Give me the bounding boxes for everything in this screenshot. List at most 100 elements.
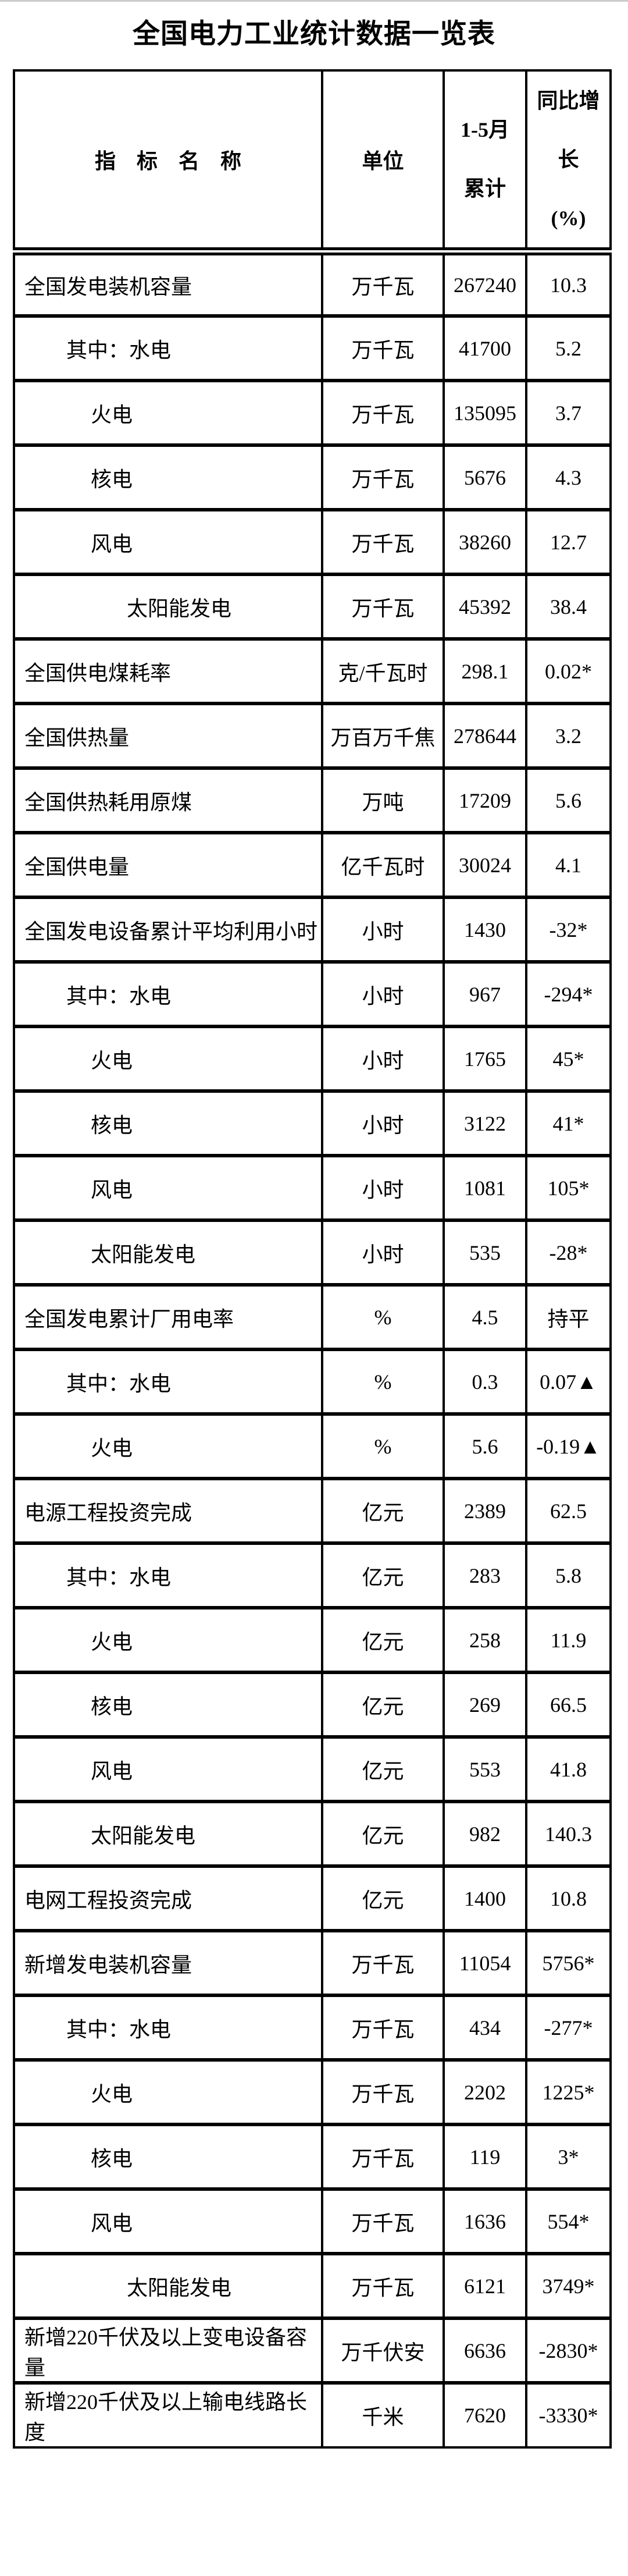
value-cell: 4.5 bbox=[443, 1283, 527, 1350]
table-row: 其中：水电 亿元 283 5.8 bbox=[13, 1541, 612, 1608]
table-row: 电网工程投资完成 亿元 1400 10.8 bbox=[13, 1864, 612, 1931]
indicator-cell: 电源工程投资完成 bbox=[13, 1477, 323, 1544]
value-cell: 298.1 bbox=[443, 637, 527, 704]
indicator-cell: 新增220千伏及以上输电线路长度 bbox=[13, 2381, 323, 2448]
unit-cell: 亿元 bbox=[321, 1541, 445, 1608]
value-cell: 269 bbox=[443, 1671, 527, 1738]
value-cell: 553 bbox=[443, 1735, 527, 1802]
indicator-cell: 其中：水电 bbox=[13, 1994, 323, 2060]
value-cell: 5.6 bbox=[443, 1412, 527, 1479]
value-cell: 0.3 bbox=[443, 1348, 527, 1415]
indicator-cell: 核电 bbox=[13, 2123, 323, 2190]
indicator-cell: 火电 bbox=[13, 2058, 323, 2125]
table-row: 太阳能发电 万千瓦 6121 3749* bbox=[13, 2252, 612, 2319]
unit-cell: 万千瓦 bbox=[321, 1929, 445, 1996]
indicator-cell: 全国供电量 bbox=[13, 831, 323, 898]
unit-cell: 小时 bbox=[321, 1025, 445, 1092]
indicator-cell: 全国供热量 bbox=[13, 702, 323, 769]
table-row: 其中：水电 小时 967 -294* bbox=[13, 960, 612, 1027]
growth-cell: -277* bbox=[525, 1994, 612, 2060]
growth-cell: 0.07▲ bbox=[525, 1348, 612, 1415]
indicator-cell: 其中：水电 bbox=[13, 314, 323, 381]
indicator-cell: 火电 bbox=[13, 1025, 323, 1092]
table-row: 全国发电累计厂用电率 % 4.5 持平 bbox=[13, 1283, 612, 1350]
growth-cell: 4.1 bbox=[525, 831, 612, 898]
indicator-cell: 全国供电煤耗率 bbox=[13, 637, 323, 704]
value-cell: 434 bbox=[443, 1994, 527, 2060]
table-row: 风电 万千瓦 38260 12.7 bbox=[13, 508, 612, 575]
table-row: 火电 亿元 258 11.9 bbox=[13, 1606, 612, 1673]
indicator-cell: 太阳能发电 bbox=[13, 1218, 323, 1285]
indicator-cell: 全国发电累计厂用电率 bbox=[13, 1283, 323, 1350]
indicator-cell: 火电 bbox=[13, 1606, 323, 1673]
growth-cell: -2830* bbox=[525, 2316, 612, 2383]
growth-cell: 3* bbox=[525, 2123, 612, 2190]
table-row: 其中：水电 % 0.3 0.07▲ bbox=[13, 1348, 612, 1415]
growth-cell: 11.9 bbox=[525, 1606, 612, 1673]
value-cell: 258 bbox=[443, 1606, 527, 1673]
indicator-cell: 风电 bbox=[13, 2187, 323, 2254]
growth-cell: 41* bbox=[525, 1089, 612, 1156]
unit-cell: 亿元 bbox=[321, 1477, 445, 1544]
indicator-cell: 其中：水电 bbox=[13, 1348, 323, 1415]
growth-cell: 5.8 bbox=[525, 1541, 612, 1608]
statistics-table: 指 标 名 称 单位 1-5月 累计 同比增 长 (%) 全国发电装机容量 万千… bbox=[13, 69, 612, 2449]
table-row: 风电 小时 1081 105* bbox=[13, 1154, 612, 1221]
unit-cell: 万千瓦 bbox=[321, 314, 445, 381]
unit-cell: 亿元 bbox=[321, 1735, 445, 1802]
table-row: 其中：水电 万千瓦 41700 5.2 bbox=[13, 314, 612, 381]
growth-cell: -294* bbox=[525, 960, 612, 1027]
growth-cell: 3.2 bbox=[525, 702, 612, 769]
table-row: 太阳能发电 万千瓦 45392 38.4 bbox=[13, 573, 612, 639]
growth-cell: 5.6 bbox=[525, 766, 612, 833]
table-row: 太阳能发电 亿元 982 140.3 bbox=[13, 1800, 612, 1867]
indicator-cell: 新增220千伏及以上变电设备容量 bbox=[13, 2316, 323, 2383]
growth-cell: 5.2 bbox=[525, 314, 612, 381]
value-cell: 1636 bbox=[443, 2187, 527, 2254]
unit-cell: 万千瓦 bbox=[321, 2123, 445, 2190]
value-cell: 135095 bbox=[443, 379, 527, 446]
unit-cell: 万千瓦 bbox=[321, 443, 445, 510]
value-cell: 2202 bbox=[443, 2058, 527, 2125]
table-row: 全国供热耗用原煤 万吨 17209 5.6 bbox=[13, 766, 612, 833]
table-row: 核电 小时 3122 41* bbox=[13, 1089, 612, 1156]
table-row: 火电 小时 1765 45* bbox=[13, 1025, 612, 1092]
unit-cell: 千米 bbox=[321, 2381, 445, 2448]
unit-cell: 亿千瓦时 bbox=[321, 831, 445, 898]
value-cell: 982 bbox=[443, 1800, 527, 1867]
growth-cell: -3330* bbox=[525, 2381, 612, 2448]
unit-cell: % bbox=[321, 1412, 445, 1479]
table-row: 新增发电装机容量 万千瓦 11054 5756* bbox=[13, 1929, 612, 1996]
unit-cell: % bbox=[321, 1348, 445, 1415]
unit-cell: 万千瓦 bbox=[321, 379, 445, 446]
table-row: 新增220千伏及以上输电线路长度 千米 7620 -3330* bbox=[13, 2381, 612, 2448]
indicator-cell: 核电 bbox=[13, 443, 323, 510]
value-cell: 1765 bbox=[443, 1025, 527, 1092]
growth-cell: 3749* bbox=[525, 2252, 612, 2319]
header-row: 指 标 名 称 单位 1-5月 累计 同比增 长 (%) bbox=[13, 70, 612, 256]
table-row: 核电 万千瓦 5676 4.3 bbox=[13, 443, 612, 510]
indicator-cell: 新增发电装机容量 bbox=[13, 1929, 323, 1996]
indicator-cell: 风电 bbox=[13, 1154, 323, 1221]
value-cell: 1081 bbox=[443, 1154, 527, 1221]
indicator-cell: 风电 bbox=[13, 1735, 323, 1802]
unit-cell: 亿元 bbox=[321, 1800, 445, 1867]
indicator-cell: 电网工程投资完成 bbox=[13, 1864, 323, 1931]
growth-cell: 12.7 bbox=[525, 508, 612, 575]
growth-cell: 5756* bbox=[525, 1929, 612, 1996]
unit-cell: 万千瓦 bbox=[321, 1994, 445, 2060]
unit-cell: 万千瓦 bbox=[321, 250, 445, 317]
growth-cell: 45* bbox=[525, 1025, 612, 1092]
table-row: 火电 万千瓦 135095 3.7 bbox=[13, 379, 612, 446]
table-row: 火电 万千瓦 2202 1225* bbox=[13, 2058, 612, 2125]
indicator-cell: 风电 bbox=[13, 508, 323, 575]
unit-cell: 万千瓦 bbox=[321, 573, 445, 639]
table-row: 风电 万千瓦 1636 554* bbox=[13, 2187, 612, 2254]
value-cell: 17209 bbox=[443, 766, 527, 833]
table-row: 火电 % 5.6 -0.19▲ bbox=[13, 1412, 612, 1479]
unit-cell: 亿元 bbox=[321, 1864, 445, 1931]
value-cell: 3122 bbox=[443, 1089, 527, 1156]
value-cell: 6121 bbox=[443, 2252, 527, 2319]
unit-cell: 小时 bbox=[321, 960, 445, 1027]
growth-cell: -0.19▲ bbox=[525, 1412, 612, 1479]
